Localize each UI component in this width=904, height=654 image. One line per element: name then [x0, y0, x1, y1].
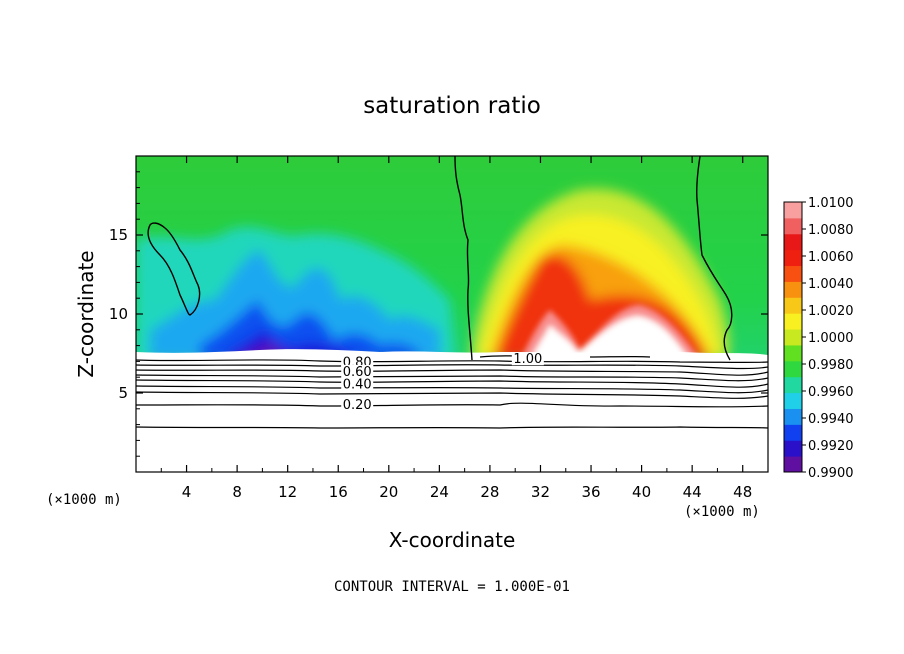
- cloud-base-region: [136, 357, 768, 472]
- x-unit-label-left: (×1000 m): [46, 492, 122, 508]
- contour-label-bg: [341, 398, 374, 412]
- y-tick-label: 5: [118, 384, 128, 402]
- x-tick-label: 44: [683, 483, 702, 501]
- colorbar-swatch: [784, 456, 802, 473]
- colorbar-swatch: [784, 392, 802, 409]
- x-tick-label: 48: [733, 483, 752, 501]
- colorbar-swatch: [784, 249, 802, 267]
- contour-0-50: [136, 385, 768, 394]
- x-unit-label-right: (×1000 m): [684, 504, 760, 520]
- colorbar-swatch: [784, 265, 802, 282]
- colorbar-swatch: [784, 376, 802, 394]
- colorbar-tick-label: 1.0020: [808, 304, 854, 319]
- contour-labels: 0.800.600.400.201.00: [341, 352, 544, 413]
- y-axis: 5 10 15: [109, 171, 768, 457]
- colorbar: 0.9900 0.9920 0.9940 0.9960 0.9980 1.0000 1.00…: [783, 196, 854, 481]
- colorbar-tick-label: 1.0060: [808, 250, 854, 265]
- colorbar-swatch: [784, 424, 802, 441]
- contour-mid-left-line: [454, 156, 473, 361]
- colorbar-swatch: [784, 360, 802, 378]
- contour-0-90: [136, 359, 768, 364]
- colorbar-tick-label: 0.9900: [808, 466, 854, 481]
- contour-0-40: [136, 391, 768, 399]
- contour-label: 0.60: [343, 365, 372, 380]
- contour-0-80: [136, 369, 768, 376]
- colorbar-tick-label: 0.9980: [808, 358, 854, 373]
- colorbar-tick-label: 1.0040: [808, 277, 854, 292]
- y-axis-title: Z-coordinate: [74, 250, 98, 377]
- x-axis-title: X-coordinate: [389, 528, 516, 552]
- colorbar-tick-label: 0.9960: [808, 385, 854, 400]
- saturated-core: [520, 305, 700, 360]
- contour-label-bg: [511, 352, 544, 366]
- x-tick-label: 16: [329, 483, 348, 501]
- chart-title: saturation ratio: [363, 93, 541, 119]
- contour-label: 0.20: [343, 398, 372, 413]
- colorbar-swatch: [784, 344, 802, 362]
- x-tick-label: 8: [232, 483, 242, 501]
- contour-label-bg: [341, 364, 374, 378]
- subsaturated-region: [136, 227, 455, 362]
- contour-lines-upper: [147, 156, 733, 361]
- plot-area: 0.800.600.400.201.00: [136, 156, 768, 472]
- contour-0-20: [136, 426, 768, 429]
- y-tick-label: 15: [109, 226, 128, 244]
- x-tick-label: 20: [379, 483, 398, 501]
- colorbar-swatch: [784, 202, 802, 219]
- colorbar-swatch: [784, 233, 802, 251]
- colorbar-tick-label: 1.0000: [808, 331, 854, 346]
- colorbar-swatch: [784, 329, 802, 346]
- x-tick-label: 12: [278, 483, 297, 501]
- contour-upper-left-loop: [147, 222, 201, 316]
- colorbar-tick-label: 1.0100: [808, 196, 854, 211]
- colorbar-swatch: [784, 297, 802, 314]
- x-tick-label: 36: [581, 483, 600, 501]
- contour-lines-lower: [136, 355, 768, 429]
- contour-0-85: [136, 364, 768, 370]
- colorbar-swatch: [784, 313, 802, 330]
- contour-0-70: [136, 374, 768, 382]
- colorbar-tick-label: 0.9920: [808, 439, 854, 454]
- colorbar-tick-label: 0.9940: [808, 412, 854, 427]
- colorbar-swatch: [784, 440, 802, 457]
- x-tick-label: 24: [430, 483, 449, 501]
- contour-0-30: [136, 402, 768, 408]
- contour-mid-right-line: [696, 156, 733, 361]
- x-tick-label: 40: [632, 483, 651, 501]
- x-tick-label: 4: [182, 483, 192, 501]
- colorbar-swatch: [784, 217, 802, 235]
- contour-0-60: [136, 379, 768, 388]
- contour-label: 0.40: [343, 378, 372, 393]
- contour-label-bg: [341, 377, 374, 391]
- colorbar-swatch: [784, 408, 802, 425]
- colorbar-tick-label: 1.0080: [808, 223, 854, 238]
- y-tick-label: 10: [109, 305, 128, 323]
- colorbar-swatch: [784, 281, 802, 298]
- x-tick-label: 28: [480, 483, 499, 501]
- contour-interval-text: CONTOUR INTERVAL = 1.000E-01: [334, 579, 570, 595]
- x-axis: 4 8 12 16 20 24 28 32 36 40 44 48: [160, 156, 752, 501]
- contour-label: 1.00: [513, 352, 542, 367]
- x-tick-label: 32: [531, 483, 550, 501]
